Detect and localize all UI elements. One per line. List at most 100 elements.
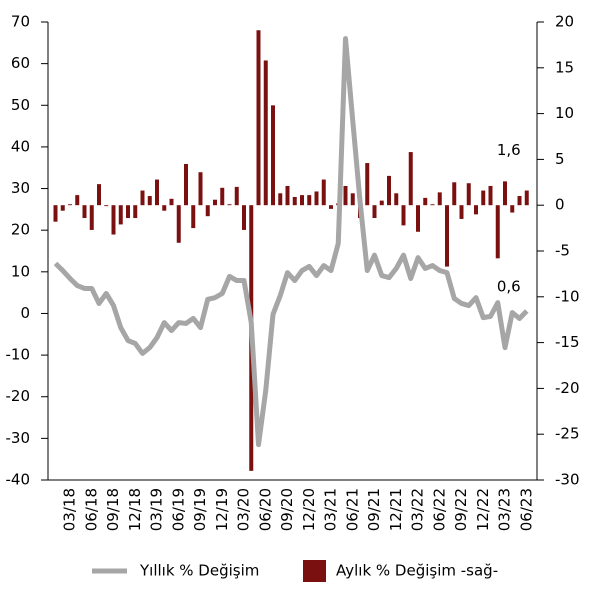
x-tick-label: 03/23 — [496, 488, 514, 531]
bar — [510, 205, 515, 213]
bar — [234, 186, 239, 206]
bar — [82, 205, 87, 219]
bar — [169, 198, 174, 206]
y-tick-label: -10 — [6, 346, 31, 364]
bar — [278, 193, 283, 206]
bar — [474, 205, 478, 215]
y-tick-label: -40 — [6, 471, 31, 489]
bar — [423, 197, 428, 206]
legend-label: Yıllık % Değişim — [139, 562, 259, 580]
y-tick-label: 50 — [11, 96, 30, 114]
value-label: 0,6 — [497, 277, 521, 295]
bar — [401, 205, 406, 226]
x-tick-label: 03/19 — [148, 488, 166, 531]
bar — [481, 190, 486, 206]
y2-tick-label: -15 — [555, 333, 580, 351]
x-tick-label: 06/18 — [82, 488, 100, 531]
x-tick-label: 09/18 — [104, 488, 122, 531]
y2-tick-label: -10 — [555, 287, 580, 305]
y2-tick-label: 15 — [555, 58, 574, 76]
bar — [314, 191, 319, 206]
bar — [503, 181, 507, 206]
bar — [176, 205, 181, 243]
bar — [111, 205, 116, 235]
y2-tick-label: -25 — [555, 425, 580, 443]
bar — [488, 185, 493, 206]
bar — [300, 195, 304, 206]
bar — [329, 205, 333, 209]
bar — [394, 193, 399, 206]
y2-tick-label: 10 — [555, 104, 574, 122]
x-tick-label: 12/20 — [300, 488, 318, 531]
bar — [408, 152, 413, 206]
bar — [155, 179, 159, 206]
bar — [321, 179, 326, 206]
bar — [133, 205, 138, 219]
bar — [256, 30, 261, 206]
legend-label: Aylık % Değişim -sağ- — [336, 562, 498, 580]
bar — [140, 190, 145, 206]
x-tick-label: 12/22 — [474, 488, 492, 531]
bar — [53, 205, 58, 222]
y-tick-label: -30 — [6, 429, 31, 447]
bar — [437, 192, 442, 206]
bar — [220, 187, 225, 206]
x-tick-label: 12/18 — [126, 488, 144, 531]
bar — [205, 205, 210, 217]
value-label-bg — [492, 275, 527, 298]
bar — [372, 205, 377, 219]
y-tick-label: 70 — [11, 13, 30, 31]
line — [53, 36, 529, 448]
bar — [452, 182, 457, 206]
bar — [126, 205, 130, 219]
y-tick-label: 40 — [11, 137, 30, 155]
bar — [97, 184, 101, 206]
bar — [184, 163, 188, 206]
x-tick-label: 09/21 — [365, 488, 383, 531]
bar — [495, 205, 500, 259]
bar — [466, 183, 471, 206]
bar — [227, 204, 232, 206]
y2-tick-label: 20 — [555, 13, 574, 31]
bar — [292, 196, 297, 206]
bar — [416, 205, 420, 232]
bar — [68, 204, 72, 206]
bar — [430, 204, 435, 206]
bar — [213, 199, 217, 206]
x-tick-label: 06/22 — [430, 488, 448, 531]
bar — [365, 163, 370, 206]
y-tick-label: 10 — [11, 262, 30, 280]
x-tick-label: 06/21 — [343, 488, 361, 531]
bar — [104, 205, 109, 207]
x-tick-label: 09/19 — [191, 488, 209, 531]
y2-tick-label: 0 — [555, 196, 565, 214]
bar — [75, 195, 80, 206]
x-tick-label: 12/21 — [387, 488, 405, 531]
bar — [343, 185, 348, 206]
bar — [285, 185, 290, 206]
y2-tick-label: -20 — [555, 379, 580, 397]
bar — [198, 172, 203, 206]
y2-tick-label: -30 — [555, 471, 580, 489]
x-tick-label: 06/23 — [517, 488, 535, 531]
bar — [263, 60, 268, 206]
y-tick-label: 30 — [11, 179, 30, 197]
bar — [307, 195, 312, 206]
x-tick-label: 03/18 — [61, 488, 79, 531]
bar — [379, 200, 384, 206]
y2-tick-label: 5 — [555, 150, 565, 168]
bar — [147, 196, 152, 206]
y-tick-label: 60 — [11, 54, 30, 72]
bar — [524, 190, 529, 206]
value-label-bg — [492, 139, 527, 162]
bar — [387, 175, 391, 206]
bar — [162, 205, 167, 211]
bar — [445, 205, 449, 267]
x-tick-label: 03/22 — [409, 488, 427, 531]
bar — [242, 205, 246, 230]
x-tick-label: 06/20 — [256, 488, 274, 531]
y2-tick-label: -5 — [555, 242, 570, 260]
bar — [271, 105, 275, 206]
y-tick-label: -20 — [6, 387, 31, 405]
